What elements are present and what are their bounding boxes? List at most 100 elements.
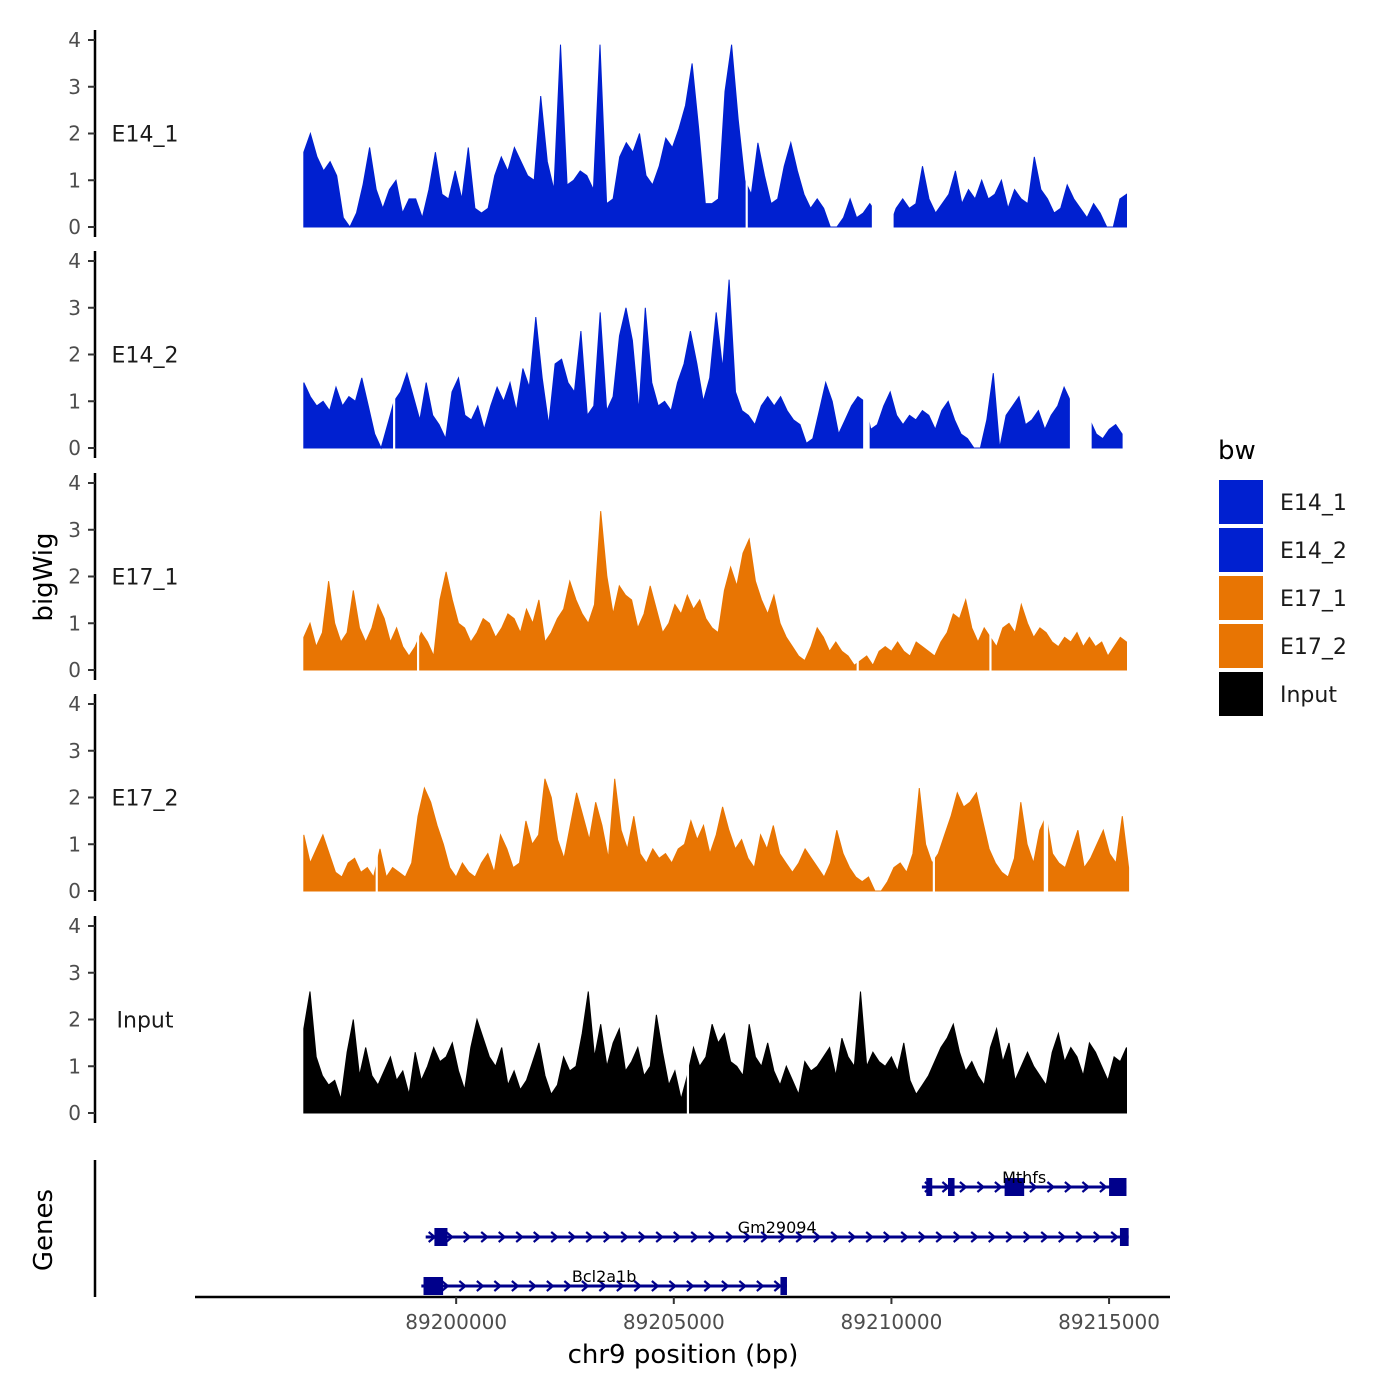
x-tick-label: 89200000: [405, 1310, 507, 1334]
strand-arrow: [1081, 1181, 1091, 1193]
strand-arrow: [917, 1231, 927, 1243]
strand-arrow: [865, 1231, 874, 1243]
legend-swatch: [1219, 576, 1263, 620]
strand-arrow: [1029, 1181, 1038, 1193]
strand-arrow: [616, 1280, 625, 1292]
strand-arrow: [847, 1231, 857, 1243]
strand-arrow: [546, 1280, 555, 1292]
y-tick-label: 2: [68, 122, 81, 146]
y-tick-label: 4: [68, 249, 81, 273]
gene-exon: [926, 1178, 933, 1196]
coverage-area: [303, 44, 1127, 229]
strand-arrow: [760, 1231, 769, 1243]
strand-arrow: [1092, 1231, 1102, 1243]
track-label: E17_1: [112, 566, 179, 591]
legend-swatch: [1219, 624, 1263, 668]
strand-arrow: [462, 1231, 472, 1243]
coverage-area: [303, 991, 1127, 1114]
coverage-gap: [393, 259, 396, 449]
y-tick-label: 2: [68, 343, 81, 367]
gene-exon: [1109, 1178, 1127, 1196]
strand-arrow: [721, 1280, 730, 1292]
gene-name-label: Mthfs: [1002, 1168, 1046, 1187]
strand-arrow: [1064, 1181, 1073, 1193]
track-e14-2: 0 1 2 3 4 E14_2: [68, 249, 1123, 460]
strand-arrow: [1046, 1181, 1056, 1193]
y-tick-label: 3: [68, 75, 81, 99]
strand-arrow: [515, 1231, 524, 1243]
strand-arrow: [668, 1280, 678, 1292]
strand-arrow: [550, 1231, 559, 1243]
genes-panel-title: Genes: [29, 1189, 59, 1271]
strand-arrow: [480, 1231, 489, 1243]
y-axis-title: bigWig: [29, 532, 59, 621]
y-tick-label: 1: [68, 1054, 81, 1078]
legend-label: E17_1: [1280, 587, 1347, 612]
y-tick-label: 0: [68, 1101, 81, 1125]
legend-label: E14_1: [1280, 491, 1347, 516]
legend-swatch: [1219, 528, 1263, 572]
legend-label: E17_2: [1280, 635, 1347, 660]
track-label: E14_1: [112, 123, 179, 148]
strand-arrow: [882, 1231, 892, 1243]
coverage-area: [303, 279, 1123, 450]
gene-mthfs: Mthfs: [921, 1168, 1127, 1196]
coverage-gap: [416, 481, 420, 671]
strand-arrow: [620, 1231, 629, 1243]
x-axis: 89200000 89205000 89210000 89215000: [195, 1295, 1170, 1334]
y-tick-label: 2: [68, 786, 81, 810]
y-tick-label: 4: [68, 692, 81, 716]
coverage-area: [303, 778, 1130, 892]
coverage-gap: [989, 481, 992, 671]
strand-arrow: [497, 1231, 507, 1243]
strand-arrow: [1022, 1231, 1032, 1243]
strand-arrow: [935, 1231, 944, 1243]
coverage-gap: [932, 702, 935, 892]
gene-exon: [423, 1277, 444, 1295]
legend-swatch: [1219, 672, 1263, 716]
coverage-gap: [745, 38, 748, 228]
strand-arrow: [900, 1231, 909, 1243]
strand-arrow: [742, 1231, 752, 1243]
x-tick-label: 89215000: [1058, 1310, 1160, 1334]
strand-arrow: [773, 1280, 783, 1292]
strand-arrow: [532, 1231, 542, 1243]
track-input: 0 1 2 3 4 Input: [68, 914, 1127, 1125]
y-tick-label: 1: [68, 611, 81, 635]
strand-arrow: [738, 1280, 748, 1292]
y-tick-label: 0: [68, 436, 81, 460]
coverage-gap: [856, 481, 859, 671]
coverage-gap: [1043, 702, 1049, 892]
y-tick-label: 1: [68, 168, 81, 192]
y-tick-label: 3: [68, 961, 81, 985]
strand-arrow: [777, 1231, 787, 1243]
gene-exon: [780, 1277, 787, 1295]
gene-annotation-panel: Mthfs Gm29094 Bcl2a1b: [93, 1160, 1129, 1297]
coverage-tracks: 0 1 2 3 4 E14_1 0 1 2 3 4 E14_2 0 1 2 3 4 E17_1 0 1 2 3 4 E17_2…: [68, 28, 1173, 1125]
gene-name-label: Bcl2a1b: [572, 1267, 637, 1286]
coverage-gap: [863, 259, 870, 449]
strand-arrow: [655, 1231, 664, 1243]
x-tick-label: 89210000: [841, 1310, 943, 1334]
strand-arrow: [686, 1280, 695, 1292]
strand-arrow: [725, 1231, 734, 1243]
y-tick-label: 0: [68, 879, 81, 903]
legend-title: bw: [1218, 436, 1256, 466]
strand-arrow: [1057, 1231, 1067, 1243]
strand-arrow: [458, 1280, 468, 1292]
gene-bcl2a1b: Bcl2a1b: [421, 1267, 787, 1295]
coverage-gap: [1170, 38, 1173, 228]
strand-arrow: [567, 1231, 577, 1243]
strand-arrow: [637, 1231, 647, 1243]
strand-arrow: [585, 1231, 594, 1243]
y-tick-label: 3: [68, 739, 81, 763]
gene-exon: [434, 1228, 448, 1246]
y-tick-label: 2: [68, 565, 81, 589]
track-label: Input: [117, 1009, 174, 1034]
track-e17-1: 0 1 2 3 4 E17_1: [68, 471, 1127, 682]
strand-arrow: [672, 1231, 682, 1243]
strand-arrow: [528, 1280, 538, 1292]
strand-arrow: [1075, 1231, 1084, 1243]
strand-arrow: [703, 1280, 713, 1292]
gene-exon: [948, 1178, 955, 1196]
